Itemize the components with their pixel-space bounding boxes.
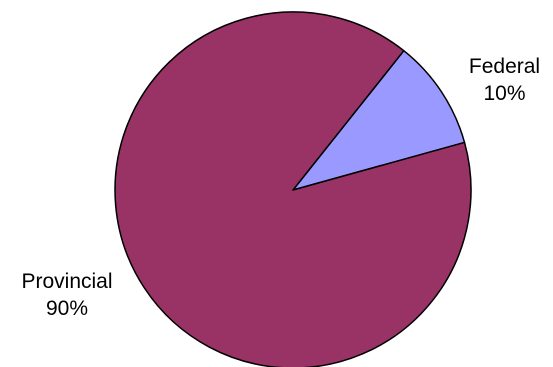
- slice-label-provincial: Provincial 90%: [0, 268, 134, 322]
- pie-slice-federal: [292, 49, 466, 191]
- slice-label-federal: Federal 10%: [452, 53, 553, 107]
- pie-slices: [114, 11, 472, 367]
- slice-percent-provincial: 90%: [45, 297, 89, 320]
- slice-name-provincial: Provincial: [21, 270, 113, 293]
- slice-percent-federal: 10%: [483, 82, 526, 105]
- pie-slice-provincial: [114, 11, 472, 367]
- slice-name-federal: Federal: [468, 55, 541, 78]
